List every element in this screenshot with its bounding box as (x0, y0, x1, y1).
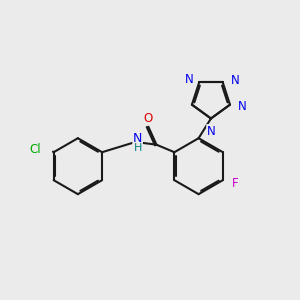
Text: N: N (185, 73, 194, 86)
Text: N: N (238, 100, 247, 112)
Text: O: O (143, 112, 152, 125)
Text: H: H (134, 143, 142, 153)
Text: N: N (207, 125, 216, 138)
Text: N: N (133, 132, 142, 145)
Text: Cl: Cl (30, 143, 41, 156)
Text: F: F (232, 177, 238, 190)
Text: N: N (231, 74, 240, 87)
